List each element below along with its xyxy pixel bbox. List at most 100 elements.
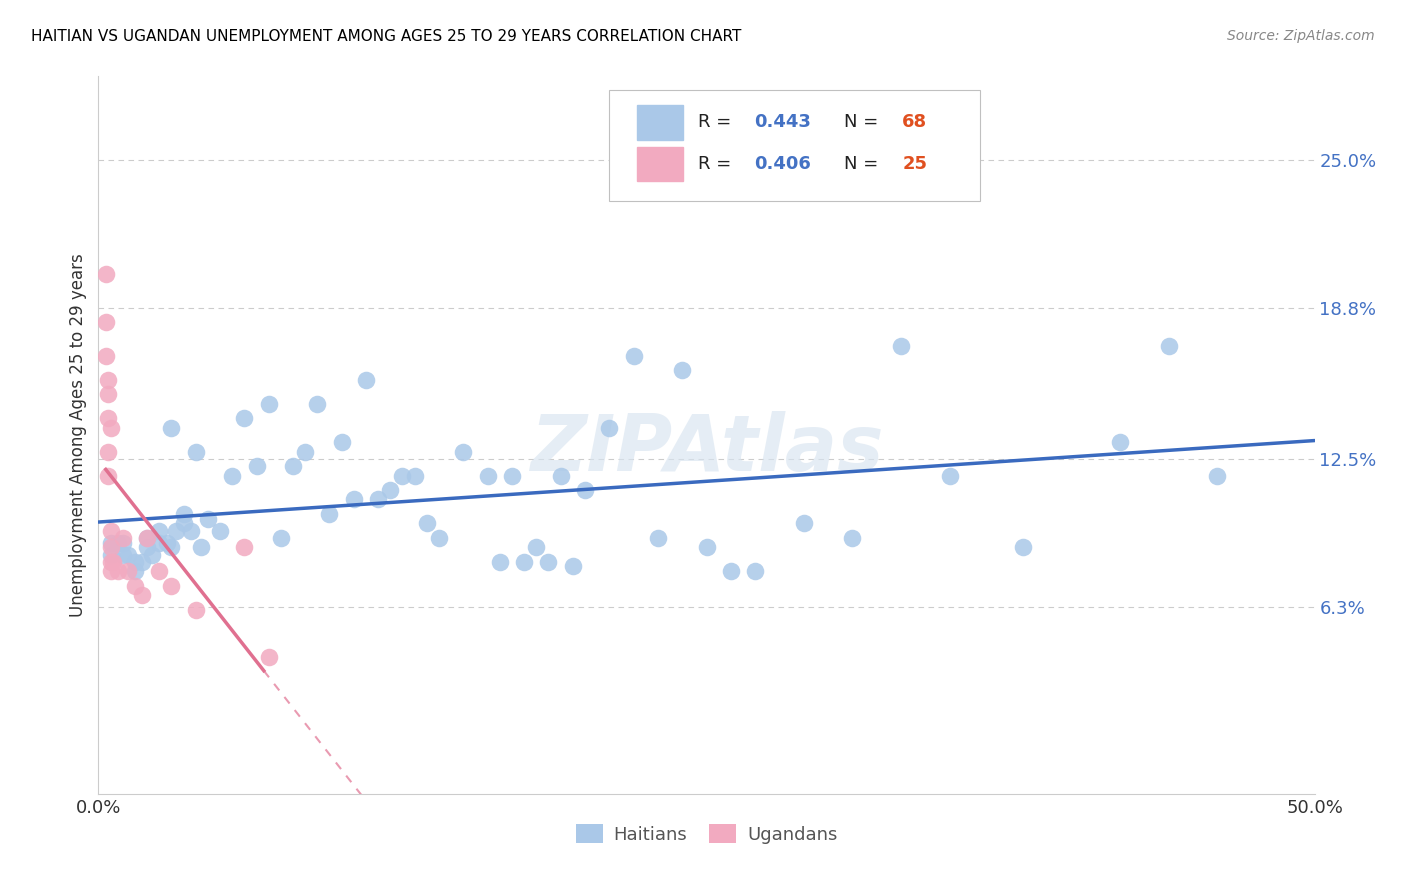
Point bbox=[160, 420, 183, 434]
Point bbox=[190, 541, 212, 555]
Point bbox=[100, 564, 122, 578]
Point bbox=[184, 444, 207, 458]
Point bbox=[793, 516, 815, 531]
Point bbox=[173, 507, 195, 521]
Point bbox=[307, 397, 329, 411]
Point bbox=[111, 531, 134, 545]
Point bbox=[107, 535, 129, 549]
FancyBboxPatch shape bbox=[609, 90, 980, 202]
Point bbox=[100, 420, 122, 434]
Point bbox=[354, 373, 377, 387]
Point bbox=[148, 564, 170, 578]
Point bbox=[131, 588, 153, 602]
Point bbox=[281, 458, 304, 473]
Text: 68: 68 bbox=[903, 113, 928, 131]
Point bbox=[1109, 435, 1132, 450]
Point bbox=[404, 468, 426, 483]
Point bbox=[501, 468, 523, 483]
Point bbox=[561, 559, 583, 574]
Point bbox=[647, 531, 669, 545]
Point bbox=[94, 315, 117, 329]
Point bbox=[165, 524, 187, 538]
Point bbox=[1206, 468, 1229, 483]
Point bbox=[111, 535, 134, 549]
Point bbox=[148, 535, 170, 549]
Point bbox=[155, 535, 177, 549]
Text: Source: ZipAtlas.com: Source: ZipAtlas.com bbox=[1227, 29, 1375, 43]
Point bbox=[1157, 339, 1180, 353]
Text: 25: 25 bbox=[903, 155, 928, 173]
Point bbox=[136, 531, 159, 545]
Point bbox=[124, 579, 146, 593]
Point bbox=[416, 516, 439, 531]
Text: 0.406: 0.406 bbox=[754, 155, 811, 173]
Point bbox=[136, 531, 159, 545]
Point bbox=[453, 444, 475, 458]
Point bbox=[117, 564, 139, 578]
Point bbox=[343, 492, 366, 507]
Point bbox=[117, 548, 139, 562]
Point bbox=[367, 492, 389, 507]
Point bbox=[257, 397, 280, 411]
Point bbox=[124, 555, 146, 569]
Point bbox=[197, 511, 219, 525]
Point bbox=[233, 411, 256, 425]
Text: N =: N = bbox=[844, 113, 884, 131]
Point bbox=[233, 541, 256, 555]
Point bbox=[100, 524, 122, 538]
Text: R =: R = bbox=[697, 113, 737, 131]
Point bbox=[598, 420, 620, 434]
Text: N =: N = bbox=[844, 155, 884, 173]
Point bbox=[94, 349, 117, 363]
Point bbox=[257, 650, 280, 665]
Point bbox=[720, 564, 742, 578]
FancyBboxPatch shape bbox=[637, 147, 683, 181]
Point bbox=[890, 339, 912, 353]
Point bbox=[245, 458, 267, 473]
Text: 0.443: 0.443 bbox=[754, 113, 811, 131]
Point bbox=[131, 555, 153, 569]
Point bbox=[173, 516, 195, 531]
Point bbox=[380, 483, 402, 497]
Point bbox=[294, 444, 316, 458]
Point bbox=[148, 524, 170, 538]
Point bbox=[180, 524, 202, 538]
Point bbox=[97, 387, 120, 401]
Point bbox=[488, 555, 510, 569]
Point bbox=[107, 564, 129, 578]
Point bbox=[623, 349, 645, 363]
Point bbox=[97, 411, 120, 425]
Point bbox=[97, 444, 120, 458]
Y-axis label: Unemployment Among Ages 25 to 29 years: Unemployment Among Ages 25 to 29 years bbox=[69, 253, 87, 616]
Point bbox=[671, 363, 693, 377]
Point bbox=[477, 468, 499, 483]
Point bbox=[124, 564, 146, 578]
Legend: Haitians, Ugandans: Haitians, Ugandans bbox=[568, 817, 845, 851]
Point bbox=[318, 507, 340, 521]
Point bbox=[111, 548, 134, 562]
Point bbox=[100, 535, 122, 549]
Point bbox=[184, 602, 207, 616]
Point bbox=[100, 548, 122, 562]
Point bbox=[330, 435, 353, 450]
Point bbox=[94, 268, 117, 282]
Point bbox=[939, 468, 962, 483]
Point bbox=[160, 579, 183, 593]
Point bbox=[209, 524, 232, 538]
Point bbox=[97, 373, 120, 387]
Point bbox=[391, 468, 413, 483]
Point bbox=[550, 468, 572, 483]
Point bbox=[574, 483, 596, 497]
FancyBboxPatch shape bbox=[637, 105, 683, 140]
Text: HAITIAN VS UGANDAN UNEMPLOYMENT AMONG AGES 25 TO 29 YEARS CORRELATION CHART: HAITIAN VS UGANDAN UNEMPLOYMENT AMONG AG… bbox=[31, 29, 741, 44]
Point bbox=[1011, 541, 1033, 555]
Point bbox=[97, 468, 120, 483]
Text: R =: R = bbox=[697, 155, 737, 173]
Point bbox=[100, 555, 122, 569]
Point bbox=[427, 531, 450, 545]
Point bbox=[513, 555, 536, 569]
Point bbox=[100, 541, 122, 555]
Point bbox=[841, 531, 863, 545]
Point bbox=[744, 564, 766, 578]
Point bbox=[696, 541, 718, 555]
